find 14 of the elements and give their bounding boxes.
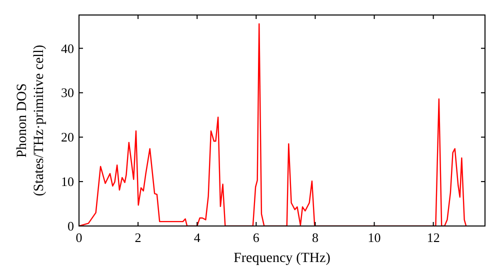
y-tick-label: 40	[61, 40, 74, 56]
y-tick-label: 30	[61, 85, 74, 100]
y-tick-label: 10	[61, 174, 74, 190]
x-tick-label: 12	[426, 230, 440, 245]
x-axis-title: Frequency (THz)	[234, 251, 331, 266]
x-tick-label: 10	[368, 230, 381, 245]
y-tick-label: 20	[61, 130, 74, 145]
y-axis-title: Phonon DOS (States/THz·primitive cell)	[15, 44, 47, 196]
x-tick-label: 8	[312, 230, 318, 245]
y-tick-label: 0	[68, 218, 74, 234]
line-series	[79, 23, 467, 226]
x-tick-label: 2	[134, 230, 142, 245]
x-tick-label: 6	[252, 230, 260, 245]
x-tick-label: 4	[194, 230, 201, 245]
